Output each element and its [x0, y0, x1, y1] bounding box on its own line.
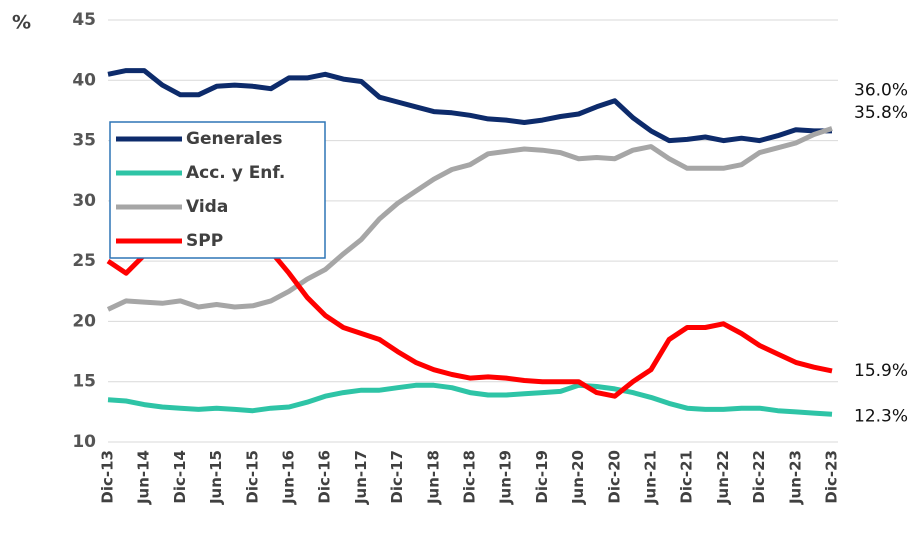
x-tick-label: Dic-15 — [243, 450, 261, 504]
x-tick-label: Jun-21 — [642, 450, 660, 505]
legend-label: SPP — [186, 231, 223, 251]
x-tick-label: Jun-20 — [569, 450, 587, 505]
x-tick-label: Dic-23 — [823, 450, 841, 504]
y-tick-label: 20 — [72, 311, 96, 331]
x-tick-label: Jun-15 — [207, 450, 225, 505]
y-tick-label: 45 — [72, 10, 96, 30]
x-tick-label: Dic-16 — [316, 450, 334, 504]
series-line — [107, 382, 833, 417]
y-tick-label: 25 — [72, 251, 96, 271]
x-tick-label: Jun-23 — [786, 450, 804, 505]
legend-box — [109, 121, 326, 259]
x-tick-label: Jun-18 — [424, 450, 442, 505]
x-tick-label: Jun-19 — [497, 450, 515, 505]
x-tick-label: Dic-19 — [533, 450, 551, 504]
x-tick-label: Dic-22 — [750, 450, 768, 504]
end-value-label: 36.0% — [854, 81, 908, 101]
legend-label: Acc. y Enf. — [186, 163, 285, 183]
legend-label: Vida — [186, 197, 228, 217]
legend-label: Generales — [186, 129, 282, 149]
series-line — [106, 240, 833, 399]
end-value-label: 12.3% — [854, 406, 908, 426]
y-axis-label: % — [12, 12, 31, 34]
x-tick-label: Jun-17 — [352, 450, 370, 505]
x-tick-label: Dic-14 — [171, 450, 189, 504]
legend: Generales Acc. y Enf. Vida SPP — [109, 121, 326, 259]
series-line — [106, 126, 833, 312]
end-value-label: 35.8% — [854, 103, 908, 123]
x-tick-label: Dic-21 — [678, 450, 696, 504]
x-tick-label: Jun-16 — [280, 450, 298, 505]
y-tick-label: 10 — [72, 432, 96, 452]
x-tick-label: Dic-20 — [605, 450, 623, 504]
end-value-label: 15.9% — [854, 361, 908, 381]
y-tick-label: 40 — [72, 70, 96, 90]
y-tick-label: 30 — [72, 191, 96, 211]
y-tick-label: 15 — [72, 372, 96, 392]
x-tick-label: Jun-22 — [714, 450, 732, 505]
x-tick-label: Dic-17 — [388, 450, 406, 504]
x-tick-label: Dic-13 — [99, 450, 117, 504]
x-tick-label: Jun-14 — [135, 450, 153, 505]
y-tick-label: 35 — [72, 131, 96, 151]
series-line — [107, 68, 832, 144]
x-tick-label: Dic-18 — [461, 450, 479, 504]
